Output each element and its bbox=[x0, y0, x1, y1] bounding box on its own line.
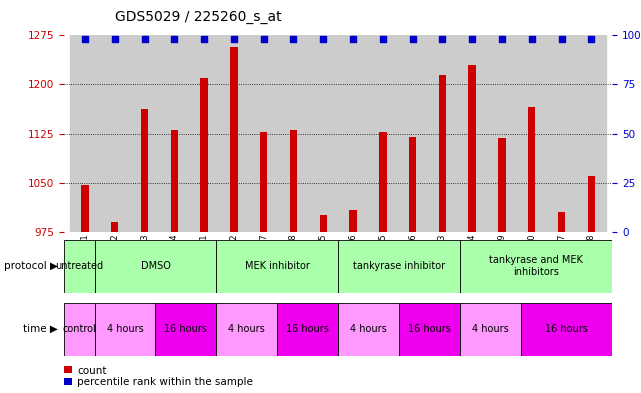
Bar bbox=[189, 35, 219, 232]
Bar bbox=[588, 176, 595, 232]
Bar bbox=[338, 35, 368, 232]
Text: control: control bbox=[62, 324, 96, 334]
Bar bbox=[100, 35, 129, 232]
Bar bbox=[368, 35, 397, 232]
Text: tankyrase inhibitor: tankyrase inhibitor bbox=[353, 261, 445, 271]
Bar bbox=[64, 240, 95, 293]
Bar bbox=[219, 35, 249, 232]
Point bbox=[139, 36, 149, 42]
Bar bbox=[397, 35, 428, 232]
Bar bbox=[319, 215, 327, 232]
Text: 4 hours: 4 hours bbox=[228, 324, 265, 334]
Bar bbox=[216, 240, 338, 293]
Text: 16 hours: 16 hours bbox=[408, 324, 451, 334]
Bar bbox=[457, 35, 487, 232]
Bar bbox=[278, 303, 338, 356]
Point bbox=[318, 36, 328, 42]
Bar bbox=[230, 46, 238, 232]
Bar bbox=[558, 212, 565, 232]
Bar bbox=[547, 35, 576, 232]
Point bbox=[80, 36, 90, 42]
Bar bbox=[520, 303, 612, 356]
Bar bbox=[216, 303, 277, 356]
Bar bbox=[517, 35, 547, 232]
Point bbox=[348, 36, 358, 42]
Text: DMSO: DMSO bbox=[140, 261, 171, 271]
Bar bbox=[399, 303, 460, 356]
Bar bbox=[64, 303, 95, 356]
Point bbox=[527, 36, 537, 42]
Bar bbox=[141, 109, 148, 232]
Text: 4 hours: 4 hours bbox=[106, 324, 144, 334]
Point bbox=[467, 36, 478, 42]
Bar bbox=[308, 35, 338, 232]
Point bbox=[199, 36, 209, 42]
Bar bbox=[576, 35, 606, 232]
Text: untreated: untreated bbox=[55, 261, 103, 271]
Bar bbox=[338, 240, 460, 293]
Point bbox=[378, 36, 388, 42]
Bar bbox=[528, 107, 535, 232]
Text: 16 hours: 16 hours bbox=[287, 324, 329, 334]
Text: percentile rank within the sample: percentile rank within the sample bbox=[77, 377, 253, 387]
Bar bbox=[338, 303, 399, 356]
Text: 16 hours: 16 hours bbox=[545, 324, 588, 334]
Point bbox=[110, 36, 120, 42]
Bar bbox=[249, 35, 279, 232]
Text: 4 hours: 4 hours bbox=[350, 324, 387, 334]
Text: GDS5029 / 225260_s_at: GDS5029 / 225260_s_at bbox=[115, 9, 282, 24]
Bar bbox=[279, 35, 308, 232]
Bar bbox=[460, 303, 520, 356]
Bar bbox=[498, 138, 506, 232]
Bar bbox=[487, 35, 517, 232]
Point bbox=[288, 36, 299, 42]
Bar bbox=[469, 65, 476, 232]
Point bbox=[258, 36, 269, 42]
Bar bbox=[95, 303, 155, 356]
Bar bbox=[70, 35, 100, 232]
Text: time ▶: time ▶ bbox=[23, 324, 58, 334]
Text: 4 hours: 4 hours bbox=[472, 324, 509, 334]
Bar bbox=[290, 130, 297, 232]
Bar bbox=[111, 222, 119, 232]
Text: count: count bbox=[77, 365, 106, 376]
Bar bbox=[155, 303, 217, 356]
Point bbox=[229, 36, 239, 42]
Text: 16 hours: 16 hours bbox=[165, 324, 207, 334]
Text: protocol ▶: protocol ▶ bbox=[4, 261, 58, 271]
Bar bbox=[260, 132, 267, 232]
Bar bbox=[201, 78, 208, 232]
Point bbox=[169, 36, 179, 42]
Bar bbox=[379, 132, 387, 232]
Point bbox=[437, 36, 447, 42]
Bar bbox=[428, 35, 457, 232]
Point bbox=[408, 36, 418, 42]
Bar bbox=[349, 210, 357, 232]
Bar bbox=[409, 137, 416, 232]
Text: MEK inhibitor: MEK inhibitor bbox=[245, 261, 310, 271]
Bar bbox=[160, 35, 189, 232]
Point bbox=[556, 36, 567, 42]
Bar bbox=[95, 240, 216, 293]
Bar bbox=[81, 185, 88, 232]
Text: tankyrase and MEK
inhibitors: tankyrase and MEK inhibitors bbox=[489, 255, 583, 277]
Bar bbox=[129, 35, 160, 232]
Point bbox=[586, 36, 596, 42]
Bar bbox=[460, 240, 612, 293]
Bar bbox=[438, 75, 446, 232]
Bar bbox=[171, 130, 178, 232]
Point bbox=[497, 36, 507, 42]
